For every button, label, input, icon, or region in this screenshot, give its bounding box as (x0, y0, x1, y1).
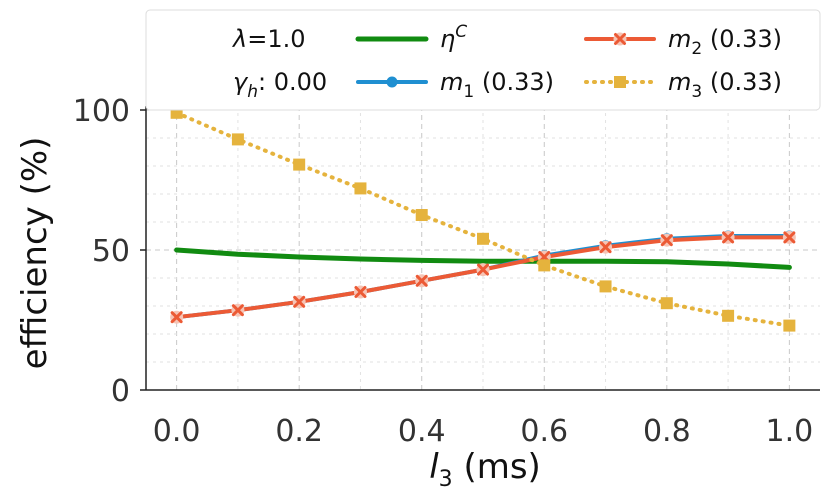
legend-label-m2: m2 (0.33) (668, 25, 782, 59)
series-line-eta (174, 247, 792, 270)
data-point-m2-cross (170, 311, 183, 324)
data-point-m3 (660, 297, 673, 310)
data-point-m2 (721, 230, 735, 244)
x-tick-label: 0.4 (398, 414, 446, 449)
x-axis-label: l3 (ms) (429, 447, 541, 492)
y-tick-label: 50 (92, 234, 130, 269)
data-point-m2-cross (231, 304, 244, 317)
data-point-m3 (354, 182, 367, 195)
data-point-m2 (782, 230, 796, 244)
data-point-m2-cross (415, 274, 428, 287)
data-point-m2 (476, 263, 490, 277)
series (170, 106, 796, 332)
legend-swatch-marker-cross (614, 33, 626, 45)
y-tick-label: 100 (73, 94, 130, 129)
axes (145, 106, 820, 391)
y-axis-label: efficiency (%) (15, 137, 55, 370)
legend-label-eta: ηC (440, 22, 467, 53)
x-tick-label: 0.0 (153, 414, 201, 449)
data-point-m2-cross (354, 286, 367, 298)
data-point-m3 (415, 209, 428, 221)
series-line-m3 (174, 110, 792, 328)
data-point-m2-cross (477, 263, 489, 276)
legend-gamma: γh: 0.00 (233, 68, 327, 102)
series-line-m2 (174, 235, 792, 320)
data-point-m3 (783, 319, 796, 332)
x-tick-label: 0.8 (643, 414, 691, 449)
data-point-m2-cross (599, 241, 612, 254)
legend-swatch-marker (614, 76, 626, 88)
y-tick-label: 0 (111, 374, 130, 409)
legend-swatch-marker (386, 76, 398, 88)
data-point-m3 (231, 133, 244, 146)
legend-entries (355, 32, 656, 88)
data-point-m3 (722, 309, 735, 322)
data-point-m2 (170, 310, 184, 324)
data-point-m3 (293, 158, 306, 171)
data-point-m3 (477, 232, 489, 245)
x-tick-label: 1.0 (766, 414, 814, 449)
data-point-m2 (353, 285, 367, 299)
x-tick-label: 0.2 (275, 414, 323, 449)
legend-swatch-marker (613, 32, 627, 46)
data-point-m2-cross (660, 234, 673, 247)
data-point-m3 (538, 259, 551, 272)
data-point-m2-cross (722, 231, 735, 244)
legend-label-m1: m1 (0.33) (440, 68, 554, 102)
legend-label-m3: m3 (0.33) (668, 68, 782, 102)
x-tick-label: 0.6 (520, 414, 568, 449)
data-point-m2 (599, 240, 613, 254)
grid (146, 106, 820, 391)
data-point-m2 (231, 303, 245, 317)
ticks: 0.0 0.2 0.4 0.6 0.8 1.0 0 50 100 (73, 94, 813, 449)
data-point-m2 (415, 274, 429, 288)
data-point-m2-cross (293, 295, 306, 308)
data-point-m3 (599, 280, 612, 293)
data-point-m2-cross (783, 231, 796, 244)
legend-lambda: λ=1.0 (231, 25, 305, 53)
data-point-m2 (292, 295, 306, 309)
data-point-m2 (660, 233, 674, 247)
legend-frame (145, 9, 821, 111)
legend: λ=1.0 γh: 0.00 ηC m1 (0.33) m2 (0.33) m3… (145, 9, 821, 111)
